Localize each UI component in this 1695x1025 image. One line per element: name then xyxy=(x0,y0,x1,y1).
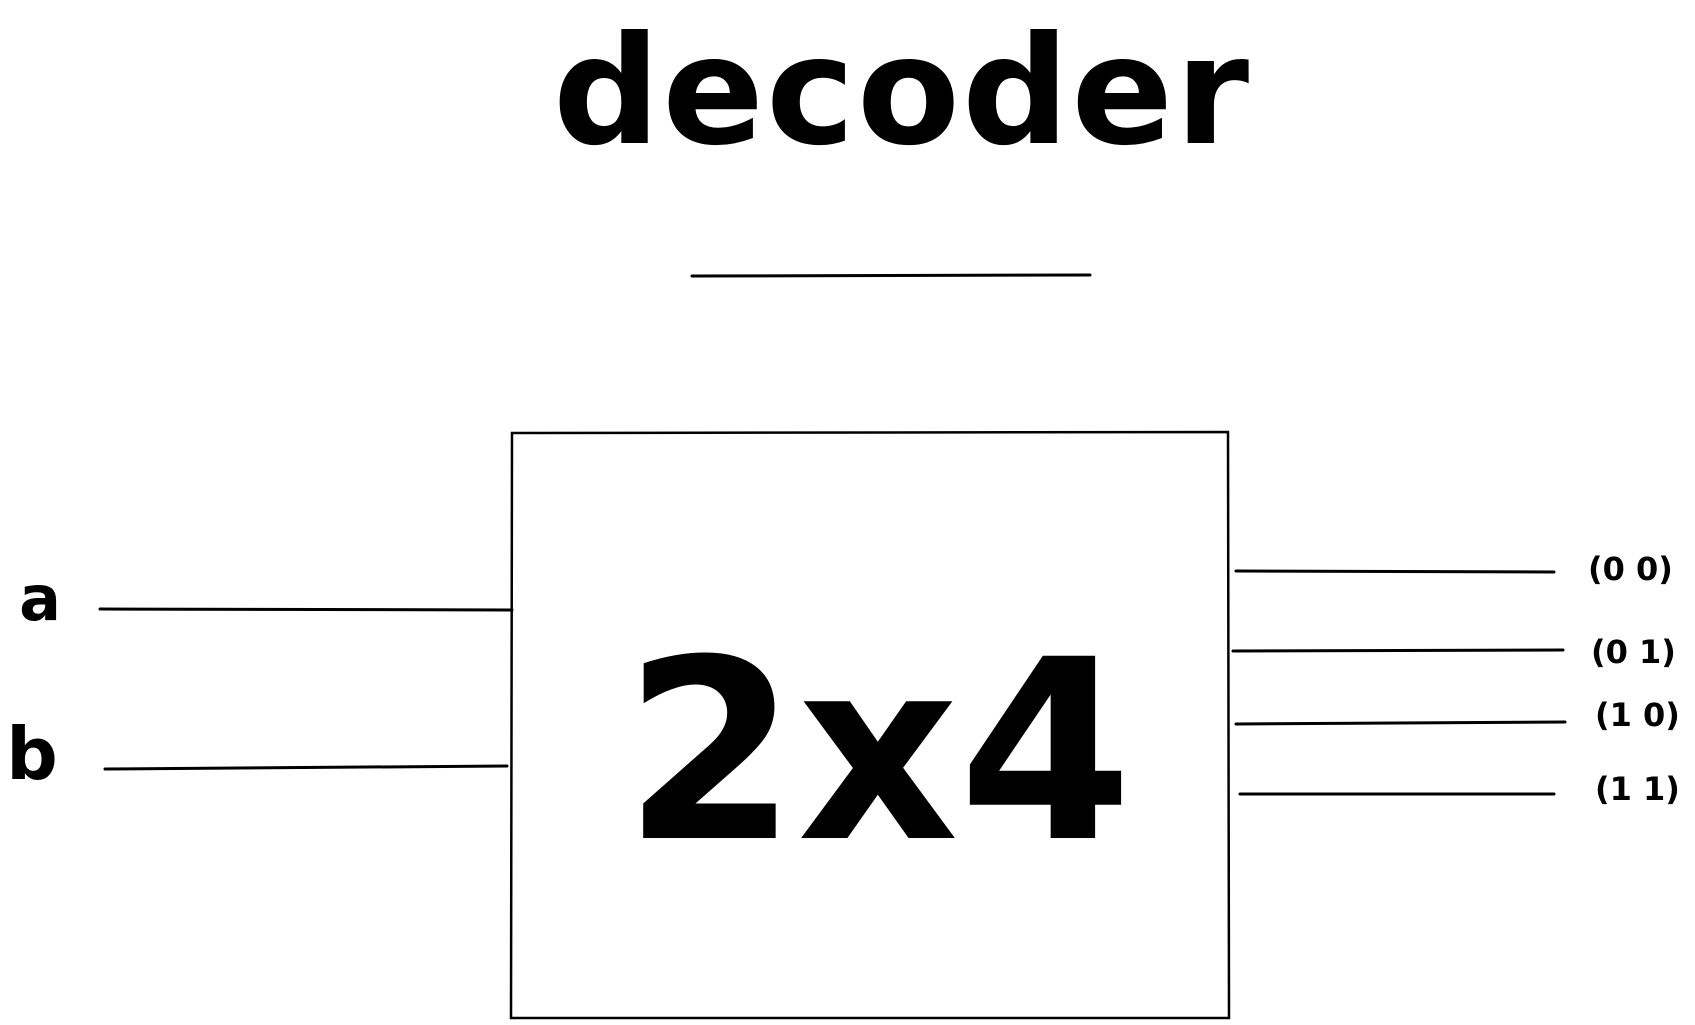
diagram-title: decoder xyxy=(553,5,1251,179)
input-line-a xyxy=(98,607,514,612)
title-underline xyxy=(690,273,1092,278)
output-label-0: (0 0) xyxy=(1588,550,1673,588)
output-label-3: (1 1) xyxy=(1595,770,1680,808)
block-label: 2x4 xyxy=(623,606,1132,897)
output-line-1 xyxy=(1231,648,1565,653)
output-label-2: (1 0) xyxy=(1595,696,1680,734)
decoder-block xyxy=(509,430,1231,1020)
output-line-0 xyxy=(1234,569,1556,574)
input-label-b: b xyxy=(6,712,58,796)
input-label-a: a xyxy=(19,562,61,635)
input-line-b xyxy=(103,764,509,771)
output-label-1: (0 1) xyxy=(1591,633,1676,671)
output-line-2 xyxy=(1234,720,1567,726)
